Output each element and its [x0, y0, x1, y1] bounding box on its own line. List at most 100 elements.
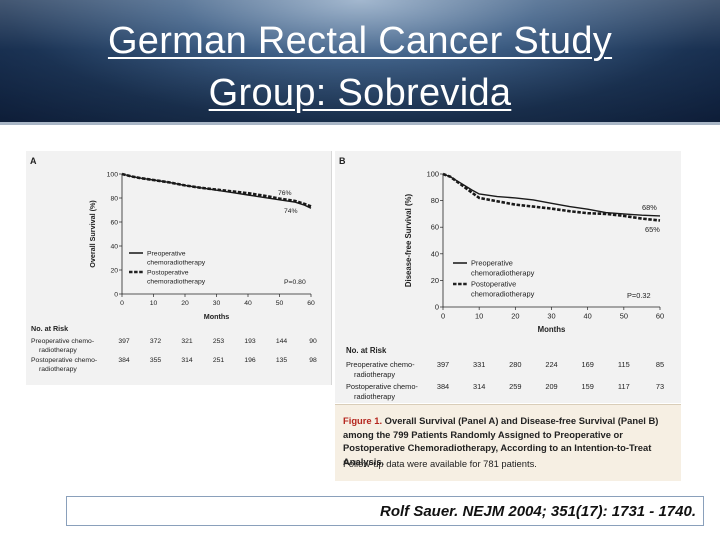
- x-axis-label: Months: [538, 325, 566, 334]
- risk-count: 85: [656, 360, 664, 369]
- y-tick-label: 40: [110, 244, 118, 251]
- x-tick-label: 0: [120, 300, 124, 307]
- x-tick-label: 50: [276, 300, 284, 307]
- risk-count: 135: [276, 357, 288, 364]
- risk-count: 224: [545, 360, 557, 369]
- legend-label-preoperative-cont: chemoradiotherapy: [147, 260, 206, 267]
- disease-free-survival-chart: B 0 20 40 60 80 100 0 10 20 30 40 50 60 Months Disease…: [339, 156, 664, 401]
- overall-survival-chart: A 0 20 40 60 80 100 0 10 20 30 40 50 60 Months Overall…: [30, 156, 317, 373]
- risk-count: 253: [213, 338, 225, 345]
- risk-count: 331: [473, 360, 485, 369]
- risk-count: 397: [118, 338, 130, 345]
- x-tick-label: 10: [150, 300, 158, 307]
- risk-count: 251: [213, 357, 225, 364]
- x-tick-label: 0: [441, 311, 445, 320]
- risk-count: 314: [473, 382, 485, 391]
- caption-text-block: Figure 1. Overall Survival (Panel A) and…: [343, 414, 675, 468]
- x-tick-label: 60: [307, 300, 315, 307]
- risk-count: 117: [618, 382, 630, 391]
- citation-text: Rolf Sauer. NEJM 2004; 351(17): 1731 - 1…: [380, 503, 696, 520]
- risk-count: 115: [618, 360, 630, 369]
- slide-title-line-1: German Rectal Cancer Study: [107, 20, 613, 62]
- panel-b-letter: B: [339, 156, 346, 166]
- risk-row-label: Postoperative chemo-: [346, 382, 418, 391]
- y-tick-label: 100: [107, 172, 119, 179]
- caption-note: Follow-up data were available for 781 pa…: [343, 458, 537, 469]
- figure-caption: Figure 1. Overall Survival (Panel A) and…: [335, 404, 681, 481]
- risk-count: 397: [437, 360, 449, 369]
- risk-table-header: No. at Risk: [31, 324, 68, 333]
- risk-count: 280: [509, 360, 521, 369]
- risk-row-label: Preoperative chemo-: [31, 338, 94, 345]
- legend-label-postoperative: Postoperative: [471, 280, 516, 289]
- risk-count: 169: [581, 360, 593, 369]
- y-tick-label: 40: [431, 249, 439, 258]
- y-tick-label: 0: [114, 292, 118, 299]
- y-tick-label: 0: [435, 303, 439, 312]
- risk-row-label-cont: radiotherapy: [354, 370, 395, 379]
- risk-count: 321: [181, 338, 193, 345]
- y-tick-label: 60: [110, 220, 118, 227]
- y-tick-label: 100: [427, 170, 439, 179]
- x-tick-label: 50: [620, 311, 628, 320]
- risk-row-label-cont: radiotherapy: [354, 392, 395, 401]
- risk-row-label: Preoperative chemo-: [346, 360, 415, 369]
- panel-b: B 0 20 40 60 80 100 0 10 20 30 40 50 60 Months Disease…: [335, 151, 681, 403]
- p-value-label: P=0.32: [627, 291, 651, 300]
- y-tick-label: 20: [431, 276, 439, 285]
- y-tick-label: 20: [110, 268, 118, 275]
- header-glow: [0, 0, 720, 125]
- risk-count: 144: [276, 338, 288, 345]
- x-tick-label: 20: [511, 311, 519, 320]
- risk-count: 384: [118, 357, 130, 364]
- risk-count: 355: [150, 357, 162, 364]
- risk-count: 384: [437, 382, 449, 391]
- slide-title-line-2: Group: Sobrevida: [208, 72, 512, 114]
- citation-box: Rolf Sauer. NEJM 2004; 351(17): 1731 - 1…: [66, 496, 704, 526]
- x-tick-label: 20: [181, 300, 189, 307]
- postoperative-series-line: [121, 172, 312, 208]
- y-tick-label: 80: [110, 196, 118, 203]
- legend-label-postoperative-cont: chemoradiotherapy: [147, 279, 206, 286]
- preoperative-series-line: [442, 173, 661, 217]
- postoperative-series-line: [442, 172, 661, 222]
- risk-count: 90: [309, 338, 317, 345]
- legend-label-postoperative-cont: chemoradiotherapy: [471, 290, 535, 299]
- y-tick-label: 60: [431, 223, 439, 232]
- panel-a: A 0 20 40 60 80 100 0 10 20 30 40 50 60 Months Overall…: [26, 151, 332, 385]
- risk-row-label: Postoperative chemo-: [31, 357, 97, 364]
- y-axis-label: Overall Survival (%): [88, 200, 97, 268]
- legend-label-preoperative-cont: chemoradiotherapy: [471, 269, 535, 278]
- p-value-label: P=0.80: [284, 279, 306, 286]
- x-tick-label: 10: [475, 311, 483, 320]
- y-axis-label: Disease-free Survival (%): [404, 194, 413, 288]
- legend-label-preoperative: Preoperative: [471, 259, 513, 268]
- caption-figure-label: Figure 1.: [343, 415, 383, 426]
- risk-count: 159: [581, 382, 593, 391]
- caption-body: Overall Survival (Panel A) and Disease-f…: [343, 415, 659, 467]
- x-axis-label: Months: [204, 312, 230, 321]
- x-tick-label: 40: [244, 300, 252, 307]
- end-label-lower: 74%: [284, 208, 298, 215]
- risk-count: 193: [244, 338, 256, 345]
- end-label-upper: 76%: [278, 190, 292, 197]
- header-divider: [0, 122, 720, 125]
- y-tick-label: 80: [431, 196, 439, 205]
- panel-a-letter: A: [30, 156, 37, 166]
- risk-row-label-cont: radiotherapy: [39, 347, 77, 354]
- risk-table-header: No. at Risk: [346, 346, 387, 355]
- end-label-lower: 65%: [645, 225, 660, 234]
- risk-count: 314: [181, 357, 193, 364]
- risk-count: 196: [244, 357, 256, 364]
- end-label-upper: 68%: [642, 203, 657, 212]
- risk-row-label-cont: radiotherapy: [39, 366, 77, 373]
- x-tick-label: 60: [656, 311, 664, 320]
- slide-header: German Rectal Cancer Study Group: Sobrev…: [0, 0, 720, 125]
- risk-count: 73: [656, 382, 664, 391]
- legend-label-preoperative: Preoperative: [147, 251, 186, 258]
- x-tick-label: 30: [213, 300, 221, 307]
- x-tick-label: 40: [584, 311, 592, 320]
- risk-count: 372: [150, 338, 162, 345]
- legend-label-postoperative: Postoperative: [147, 270, 189, 277]
- risk-count: 98: [309, 357, 317, 364]
